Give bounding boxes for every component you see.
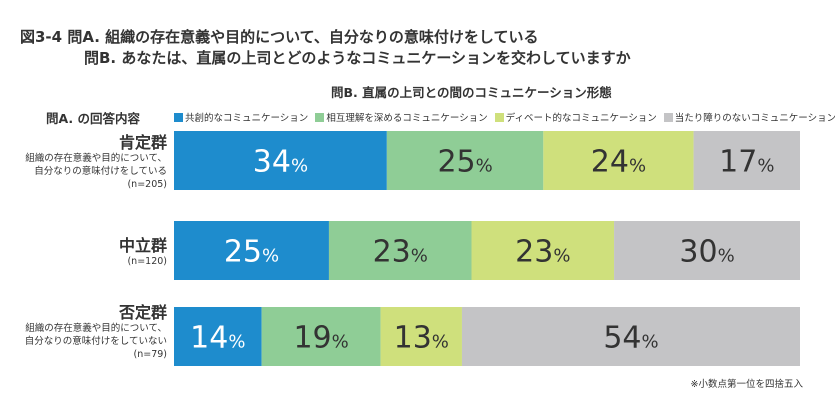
legend-label: 共創的なコミュニケーション bbox=[185, 113, 309, 124]
bar-segment bbox=[174, 221, 329, 280]
legend-item: 共創的なコミュニケーション bbox=[174, 110, 308, 124]
chart-subtitle: 問B. 直属の上司との間のコミュニケーション形態 bbox=[331, 85, 612, 100]
bar-value-label: 25% bbox=[224, 235, 279, 270]
bar-value-label: 13% bbox=[394, 321, 449, 356]
legend-item: 相互理解を深めるコミュニケーション bbox=[315, 110, 488, 124]
group-description: 組織の存在意義や目的について、 bbox=[25, 323, 167, 334]
group-sample-size: (n=120) bbox=[127, 256, 167, 267]
legend: 共創的なコミュニケーション 相互理解を深めるコミュニケーション ディベート的なコ… bbox=[174, 110, 835, 124]
bar-segment bbox=[261, 307, 381, 366]
row-header: 問A. の回答内容 bbox=[46, 111, 141, 126]
group-name: 肯定群 bbox=[118, 133, 167, 152]
bar-segment bbox=[386, 131, 544, 190]
group-name: 否定群 bbox=[118, 303, 167, 322]
figure-title-line2: 問B. あなたは、直属の上司とどのようなコミュニケーションを交わしていますか bbox=[84, 49, 631, 67]
bar-value-label: 14% bbox=[190, 321, 245, 356]
bar-value-label: 17% bbox=[719, 145, 774, 180]
legend-label: ディベート的なコミュニケーション bbox=[505, 113, 657, 124]
bar-value-label: 23% bbox=[515, 235, 570, 270]
group-description: 自分なりの意味付けをしていない bbox=[24, 336, 167, 347]
bar-value-label: 24% bbox=[591, 145, 646, 180]
legend-swatch bbox=[174, 112, 183, 122]
figure-title-line1: 図3-4 問A. 組織の存在意義や目的について、自分なりの意味付けをしている bbox=[20, 28, 539, 46]
legend-label: 相互理解を深めるコミュニケーション bbox=[326, 113, 488, 124]
bar-value-label: 25% bbox=[437, 145, 492, 180]
bar-segment bbox=[614, 221, 800, 280]
bar-value-label: 19% bbox=[293, 321, 348, 356]
bar-value-label: 23% bbox=[373, 235, 428, 270]
bar-segment bbox=[174, 307, 262, 366]
bar-segment bbox=[328, 221, 472, 280]
legend-swatch bbox=[663, 112, 673, 122]
legend-label: 当たり障りのないコミュニケーション bbox=[674, 113, 835, 124]
legend-item: ディベート的なコミュニケーション bbox=[494, 110, 657, 124]
legend-swatch bbox=[315, 112, 325, 122]
bar-segment bbox=[461, 307, 800, 366]
group-label-positive: 肯定群 組織の存在意義や目的について、 自分なりの意味付けをしている (n=20… bbox=[25, 134, 167, 191]
group-sample-size: (n=79) bbox=[133, 349, 167, 360]
group-name: 中立群 bbox=[118, 236, 167, 255]
bar-segment bbox=[693, 131, 800, 190]
bar-segment bbox=[471, 221, 615, 280]
group-sample-size: (n=205) bbox=[127, 179, 167, 190]
bar-segment bbox=[174, 131, 387, 190]
bar-value-label: 54% bbox=[603, 321, 658, 356]
bar-segment bbox=[543, 131, 694, 190]
bar-value-label: 34% bbox=[253, 145, 308, 180]
bar-value-label: 30% bbox=[679, 235, 734, 270]
bar-segment bbox=[380, 307, 462, 366]
group-label-neutral: 中立群 (n=120) bbox=[119, 237, 167, 268]
group-description: 組織の存在意義や目的について、 bbox=[25, 153, 167, 164]
footnote: ※小数点第一位を四捨五入 bbox=[690, 379, 803, 390]
group-description: 自分なりの意味付けをしている bbox=[34, 166, 167, 177]
legend-item: 当たり障りのないコミュニケーション bbox=[663, 110, 835, 124]
legend-swatch bbox=[494, 112, 504, 122]
group-label-negative: 否定群 組織の存在意義や目的について、 自分なりの意味付けをしていない (n=7… bbox=[25, 304, 167, 361]
